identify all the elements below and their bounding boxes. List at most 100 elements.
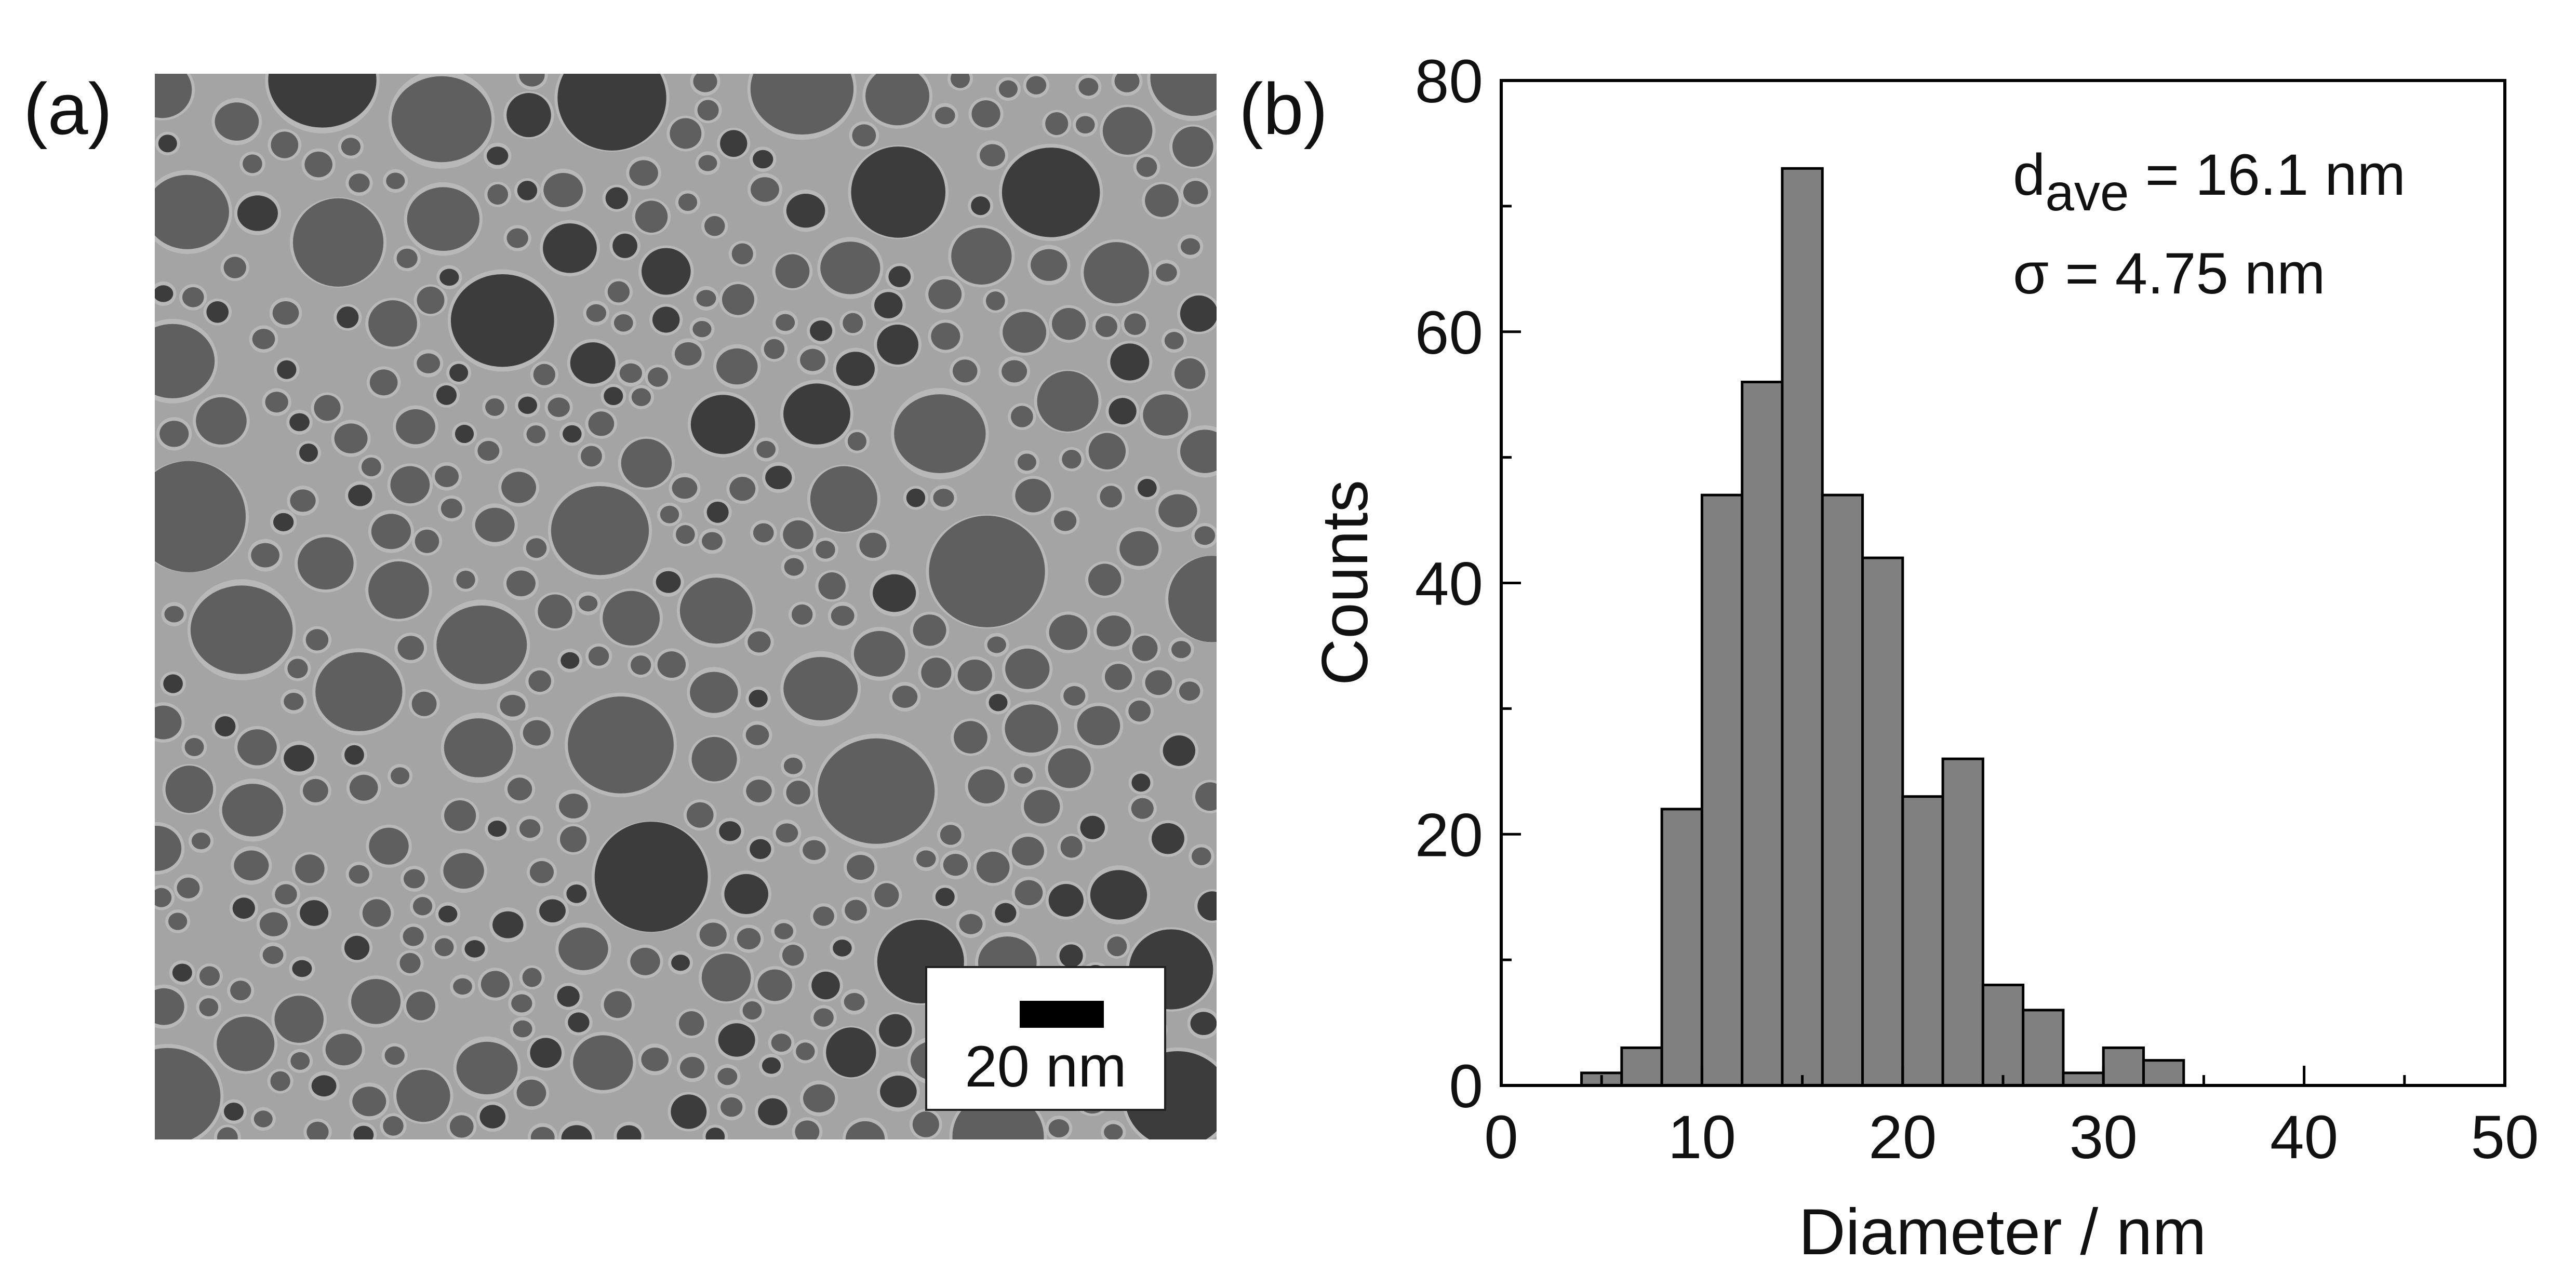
- scale-bar-label: 20 nm: [965, 1034, 1126, 1099]
- nanoparticle: [586, 304, 607, 322]
- nanoparticle: [928, 279, 962, 310]
- histogram-bar: [2022, 1009, 2065, 1087]
- nanoparticle: [182, 287, 204, 307]
- nanoparticle: [671, 955, 690, 971]
- nanoparticle: [968, 769, 1005, 803]
- nanoparticle: [605, 187, 628, 209]
- nanoparticle: [921, 658, 952, 688]
- nanoparticle: [783, 656, 858, 721]
- nanoparticle: [1131, 798, 1154, 819]
- nanoparticle: [1078, 78, 1099, 96]
- nanoparticle: [1194, 526, 1216, 545]
- nanoparticle: [641, 1048, 669, 1071]
- nanoparticle: [284, 692, 304, 710]
- nanoparticle: [810, 320, 833, 341]
- nanoparticle: [746, 780, 772, 802]
- nanoparticle: [1045, 112, 1069, 136]
- x-tick-label: 20: [1868, 1103, 1937, 1172]
- nanoparticle: [371, 514, 411, 549]
- tem-micrograph: 20 nm: [155, 74, 1217, 1139]
- panel-b-label: (b): [1239, 68, 1328, 150]
- nanoparticle: [678, 193, 698, 211]
- nanoparticle: [449, 1115, 474, 1138]
- nanoparticle: [230, 981, 251, 1001]
- nanoparticle: [251, 543, 279, 568]
- nanoparticle: [816, 541, 835, 559]
- nanoparticle: [1100, 486, 1122, 508]
- nanoparticle: [674, 342, 702, 366]
- nanoparticle: [1017, 453, 1036, 471]
- y-tick-label: 20: [1415, 801, 1483, 869]
- nanoparticle: [300, 900, 329, 926]
- nanoparticle: [762, 1057, 781, 1074]
- nanoparticle: [530, 1126, 555, 1139]
- nanoparticle: [271, 131, 299, 158]
- nanoparticle: [243, 154, 262, 173]
- nanoparticle: [943, 854, 968, 876]
- histogram-bar: [1981, 984, 2025, 1087]
- nanoparticle: [444, 718, 513, 777]
- nanoparticle: [265, 392, 288, 413]
- nanoparticle: [199, 998, 219, 1016]
- nanoparticle: [1026, 76, 1047, 95]
- sigma-annotation: σ = 4.75 nm: [2013, 241, 2325, 306]
- nanoparticle: [396, 1069, 450, 1122]
- nanoparticle: [543, 172, 583, 207]
- nanoparticle: [199, 966, 220, 986]
- nanoparticle: [268, 74, 377, 128]
- nanoparticle: [1090, 870, 1147, 920]
- nanoparticle: [449, 364, 469, 382]
- nanoparticle: [349, 774, 378, 801]
- nanoparticle: [518, 396, 537, 414]
- nanoparticle: [617, 1125, 642, 1139]
- nanoparticle: [865, 74, 929, 126]
- nanoparticle: [172, 963, 192, 982]
- nanoparticle: [742, 1001, 762, 1020]
- nanoparticle: [833, 940, 852, 957]
- nanoparticle: [506, 570, 536, 597]
- histogram-bar: [1901, 795, 1944, 1087]
- nanoparticle: [950, 74, 970, 88]
- nanoparticle: [691, 736, 737, 782]
- nanoparticle: [786, 781, 810, 804]
- nanoparticle: [406, 991, 436, 1021]
- nanoparticle: [705, 1128, 725, 1139]
- nanoparticle: [874, 883, 899, 907]
- nanoparticle: [559, 826, 587, 852]
- nanoparticle: [1136, 157, 1157, 177]
- nanoparticle: [223, 257, 246, 278]
- nanoparticle: [441, 498, 462, 519]
- nanoparticle: [935, 106, 955, 125]
- nanoparticle: [1180, 238, 1200, 255]
- nanoparticle: [368, 561, 429, 619]
- nanoparticle: [1037, 371, 1099, 432]
- nanoparticle: [935, 888, 955, 906]
- panel-a-label: (a): [23, 68, 113, 150]
- nanoparticle: [647, 367, 669, 387]
- nanoparticle: [1174, 358, 1206, 389]
- nanoparticle: [325, 1034, 362, 1066]
- nanoparticle: [1088, 564, 1122, 596]
- nanoparticle: [588, 411, 615, 436]
- histogram-bar: [1861, 556, 1904, 1087]
- nanoparticle: [1102, 107, 1153, 155]
- nanoparticle: [619, 363, 643, 383]
- nanoparticle: [987, 636, 1006, 653]
- nanoparticle: [287, 659, 308, 679]
- nanoparticle: [954, 721, 987, 754]
- nanoparticle: [237, 729, 277, 766]
- nanoparticle: [292, 198, 384, 287]
- nanoparticle: [477, 440, 500, 461]
- nanoparticle: [774, 923, 794, 940]
- nanoparticle: [1137, 479, 1157, 498]
- nanoparticle: [155, 285, 173, 302]
- x-tick-label: 30: [2070, 1103, 2138, 1172]
- nanoparticle: [155, 705, 182, 740]
- nanoparticle: [344, 935, 370, 960]
- nanoparticle: [1011, 837, 1044, 866]
- nanoparticle: [1002, 360, 1027, 383]
- nanoparticle: [607, 281, 630, 303]
- nanoparticle: [776, 314, 795, 331]
- x-tick-label: 10: [1668, 1103, 1736, 1172]
- nanoparticle: [718, 1023, 755, 1057]
